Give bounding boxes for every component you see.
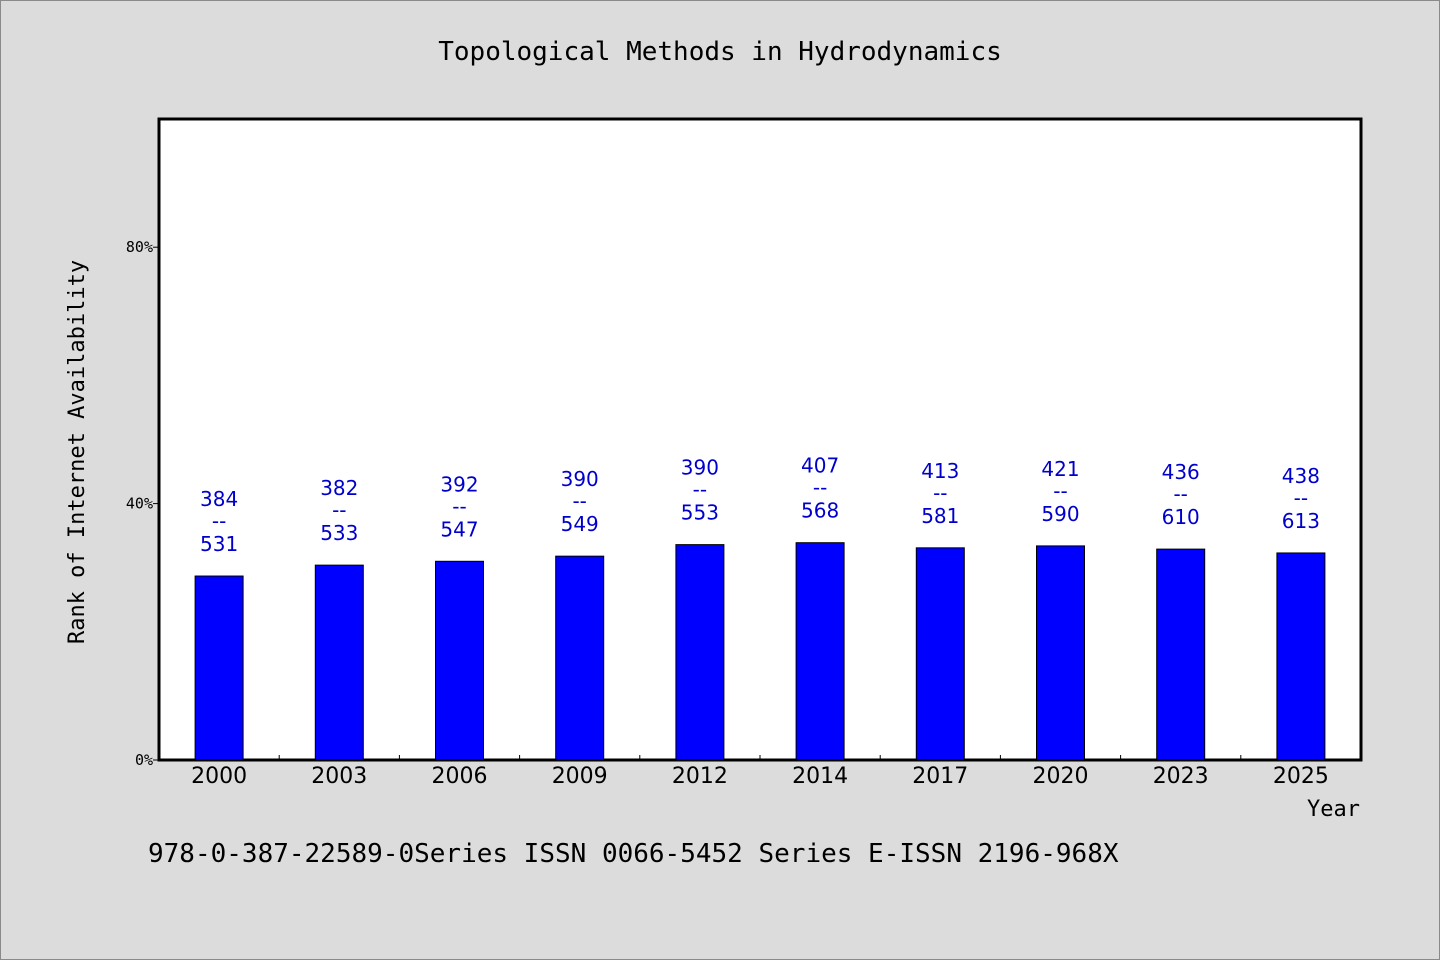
bar-2025 [1276,552,1326,761]
x-tick-label: 2012 [672,764,728,789]
y-tick-label: 0% [135,751,153,769]
data-label-bottom: 549 [561,512,599,536]
data-label-bottom: 553 [681,501,719,525]
x-tick-label: 2000 [191,764,247,789]
data-label-top: 384 [200,487,238,511]
bar-2006 [435,560,484,761]
x-tick-label: 2023 [1153,764,1209,789]
data-label-separator: -- [813,476,827,500]
data-label-separator: -- [212,509,226,533]
data-label-top: 390 [561,467,599,491]
data-label-top: 382 [320,476,358,500]
data-label-top: 436 [1162,460,1200,484]
bar-2023 [1156,548,1206,761]
data-label-separator: -- [452,494,466,518]
x-tick-label: 2025 [1273,764,1329,789]
x-tick-label: 2006 [432,764,488,789]
x-axis-label: Year [1307,797,1360,822]
data-label-bottom: 568 [801,499,839,523]
x-tick-label: 2020 [1033,764,1089,789]
bar-2020 [1036,545,1085,761]
x-tick-label: 2014 [792,764,848,789]
data-label-bottom: 531 [200,532,238,556]
footer-isbn-issn: 978-0-387-22589-0Series ISSN 0066-5452 S… [148,839,1119,869]
x-tick-label: 2017 [912,764,968,789]
y-tick-label: 80% [126,238,153,256]
data-label-top: 392 [440,472,478,496]
x-axis-ticks [278,755,1242,760]
data-label-bottom: 547 [440,517,478,541]
x-tick-label: 2003 [311,764,367,789]
bar-2014 [795,542,845,761]
data-label-separator: -- [572,489,586,513]
data-label-bottom: 590 [1041,502,1079,526]
x-tick-label: 2009 [552,764,608,789]
data-labels: 2000384--5312003382--5332006392--5472009… [191,454,1329,789]
data-label-bottom: 610 [1162,505,1200,529]
data-label-separator: -- [1294,486,1308,510]
y-axis-label: Rank of Internet Availability [65,260,90,644]
bar-2017 [915,547,965,761]
bar-2000 [194,575,244,761]
data-label-separator: -- [332,498,346,522]
bar-2003 [314,564,364,761]
y-tick-label: 40% [126,495,153,513]
data-label-top: 438 [1282,464,1320,488]
data-label-separator: -- [1053,479,1067,503]
bar-2009 [555,555,605,761]
data-label-top: 390 [681,456,719,480]
data-label-separator: -- [1173,482,1187,506]
data-label-top: 407 [801,454,839,478]
data-label-top: 413 [921,459,959,483]
data-label-top: 421 [1041,457,1079,481]
data-label-bottom: 613 [1282,509,1320,533]
data-label-separator: -- [693,478,707,502]
data-label-bottom: 533 [320,521,358,545]
data-label-separator: -- [933,481,947,505]
bar-series [194,542,1326,761]
chart-title: Topological Methods in Hydrodynamics [438,37,1002,67]
bar-2012 [675,544,725,761]
data-label-bottom: 581 [921,504,959,528]
y-axis-ticks: 0% 40% 80% [126,238,159,769]
